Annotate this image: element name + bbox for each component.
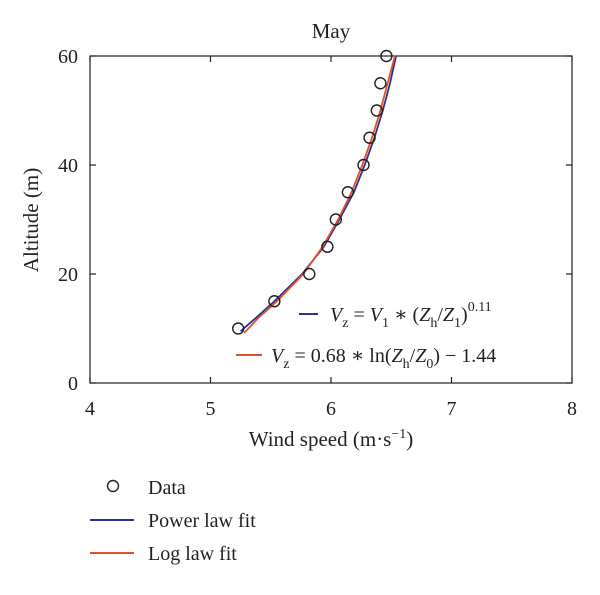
series-markers [232, 49, 393, 335]
data-point-marker [329, 213, 343, 226]
x-axis-label: Wind speed (m·s−1) [249, 427, 414, 451]
legend-item-log-law: Log law fit [90, 543, 237, 565]
power-law-formula: Vz = V1 ∗ (Zh/Z1)0.11 [330, 300, 492, 331]
power-law-fit-line [240, 55, 397, 332]
x-tick-label: 5 [206, 398, 216, 420]
x-tick-label: 7 [447, 398, 457, 420]
legend-item-data: Data [106, 477, 186, 499]
data-point-marker [357, 158, 370, 172]
legend-log-label: Log law fit [148, 543, 237, 565]
legend: Data Power law fit Log law fit [90, 477, 256, 565]
y-tick-label: 0 [68, 373, 78, 395]
y-tick-label: 60 [58, 46, 78, 68]
x-tick-label: 4 [85, 398, 95, 420]
legend-data-label: Data [148, 477, 186, 499]
data-point-marker [370, 104, 383, 117]
log-law-formula: Vz = 0.68 ∗ ln(Zh/Z0) − 1.44 [271, 345, 496, 372]
y-axis-label: Altitude (m) [19, 168, 43, 272]
data-point-marker [341, 186, 355, 199]
y-tick-label: 20 [58, 264, 78, 286]
legend-power-label: Power law fit [148, 510, 256, 532]
data-point-marker [374, 77, 387, 90]
series-lines [240, 55, 397, 334]
data-point-marker [380, 49, 393, 63]
chart-title: May [312, 19, 351, 43]
legend-item-power-law: Power law fit [90, 510, 256, 532]
legend-data-marker-icon [106, 479, 120, 493]
y-axis-ticks: 0 20 40 60 [58, 46, 572, 395]
x-axis-ticks: 4 5 6 7 8 [85, 56, 577, 420]
data-point-marker [268, 295, 281, 308]
y-tick-label: 40 [58, 155, 78, 177]
x-tick-label: 8 [567, 398, 577, 420]
data-point-marker [303, 267, 316, 281]
data-point-marker [363, 131, 376, 144]
data-point-marker [232, 322, 245, 335]
log-law-fit-line [243, 55, 396, 334]
data-point-marker [321, 240, 334, 253]
x-tick-label: 6 [326, 398, 336, 420]
